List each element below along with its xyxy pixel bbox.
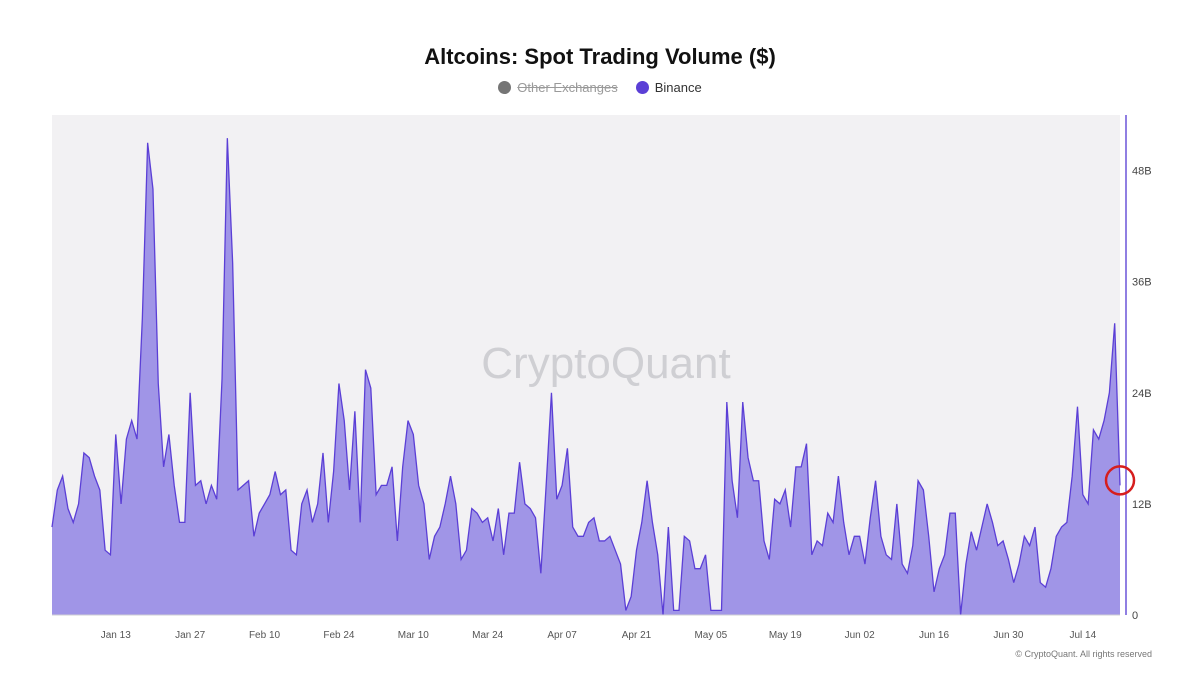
x-tick-label: Mar 24: [472, 630, 504, 641]
x-tick-label: Jun 30: [993, 630, 1023, 641]
x-tick-label: Jul 14: [1069, 630, 1096, 641]
y-tick-label: 24B: [1132, 388, 1152, 400]
legend-marker-binance: [635, 81, 649, 94]
y-tick-label: 12B: [1132, 499, 1152, 511]
x-tick-label: Jun 16: [919, 630, 949, 641]
y-tick-label: 0: [1132, 610, 1138, 622]
legend-item-binance[interactable]: Binance: [635, 80, 702, 95]
copyright-text: © CryptoQuant. All rights reserved: [1015, 649, 1152, 659]
legend-marker-other-exchanges: [498, 81, 512, 94]
x-tick-label: Jun 02: [845, 630, 875, 641]
y-tick-label: 36B: [1132, 277, 1152, 289]
x-tick-label: Apr 21: [622, 630, 652, 641]
legend-item-other-exchanges[interactable]: Other Exchanges: [498, 80, 618, 95]
x-tick-label: May 19: [769, 630, 802, 641]
highlight-circle: [1104, 465, 1136, 496]
legend-label-other-exchanges: Other Exchanges: [517, 80, 618, 95]
series-line-binance: [51, 138, 1121, 616]
watermark: CryptoQuant: [481, 339, 730, 388]
chart-title: Altcoins: Spot Trading Volume ($): [424, 44, 776, 69]
legend-label-binance: Binance: [654, 80, 702, 95]
x-tick-label: Feb 10: [249, 630, 281, 641]
legend: Other Exchanges Binance: [0, 80, 1200, 95]
y-tick-label: 48B: [1132, 166, 1152, 178]
x-tick-label: May 05: [694, 630, 727, 641]
x-tick-label: Feb 24: [323, 630, 355, 641]
x-tick-label: Jan 13: [101, 630, 131, 641]
x-tick-label: Mar 10: [398, 630, 430, 641]
x-tick-label: Jan 27: [175, 630, 205, 641]
x-tick-label: Apr 07: [547, 630, 577, 641]
